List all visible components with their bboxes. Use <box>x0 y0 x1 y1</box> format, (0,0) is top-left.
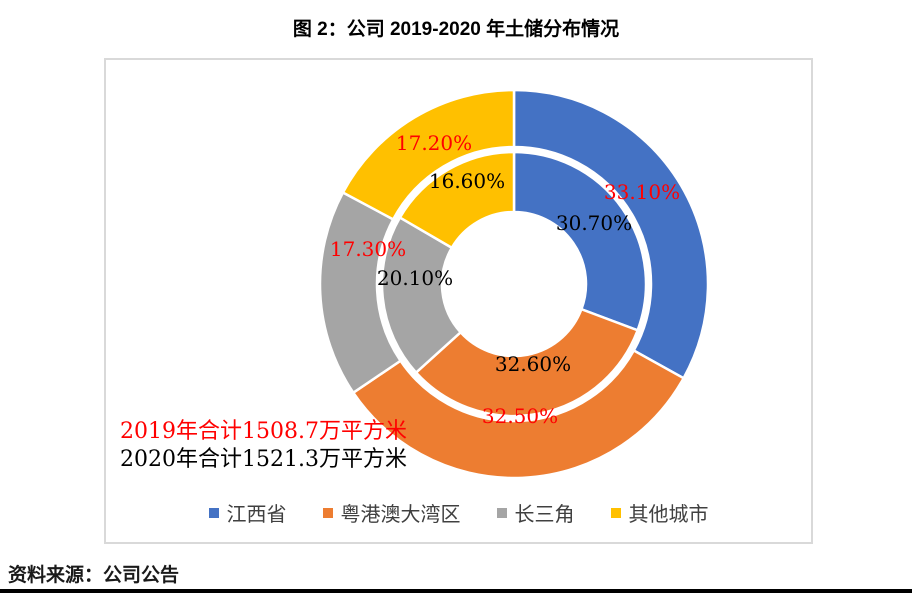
total-2020-text: 2020年合计1521.3万平方米 <box>120 447 407 472</box>
legend-label-0: 江西省 <box>226 502 287 526</box>
donut-segment-2019-1 <box>351 348 686 480</box>
donut-segment-2020-3 <box>398 150 516 250</box>
legend-item-2: 长三角 <box>496 498 575 527</box>
donut-segment-2019-0 <box>512 88 710 380</box>
donut-chart-svg <box>318 88 710 480</box>
legend-swatch-icon-3 <box>610 507 621 518</box>
donut-segment-2020-1 <box>414 307 640 418</box>
totals-annotation: 2019年合计1508.7万平方米 2020年合计1521.3万平方米 <box>120 418 407 474</box>
donut-segment-2020-2 <box>380 215 463 375</box>
donut-segment-2019-3 <box>341 88 516 222</box>
legend-item-0: 江西省 <box>208 498 287 527</box>
legend-label-3: 其他城市 <box>628 502 709 526</box>
legend-item-3: 其他城市 <box>610 498 709 527</box>
total-2019-text: 2019年合计1508.7万平方米 <box>120 419 407 444</box>
donut-segment-2020-0 <box>512 150 648 332</box>
legend-swatch-icon-1 <box>322 507 333 518</box>
legend-swatch-icon-0 <box>208 507 219 518</box>
chart-area: 33.10% 32.50% 17.30% 17.20% 30.70% 32.60% 20.1… <box>104 58 813 544</box>
legend-label-2: 长三角 <box>514 502 575 526</box>
chart-legend: 江西省 粤港澳大湾区 长三角 其他城市 <box>106 498 811 527</box>
legend-label-1: 粤港澳大湾区 <box>340 502 461 526</box>
chart-title: 图 2：公司 2019-2020 年土储分布情况 <box>292 19 620 40</box>
bottom-divider <box>0 589 912 593</box>
source-text: 资料来源：公司公告 <box>8 565 180 586</box>
legend-item-1: 粤港澳大湾区 <box>322 498 461 527</box>
legend-swatch-icon-2 <box>496 507 507 518</box>
